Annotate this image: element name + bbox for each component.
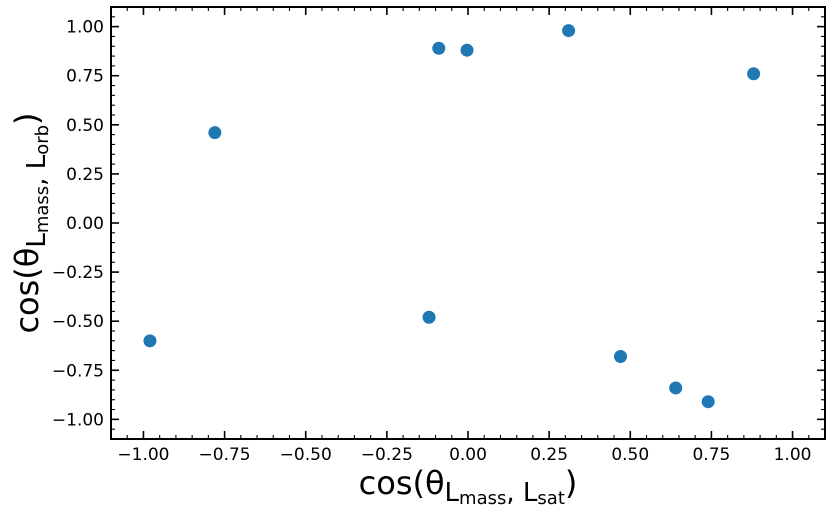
scatter-point <box>422 310 436 324</box>
x-tick-label: −1.00 <box>117 445 169 465</box>
y-tick-label: 1.00 <box>66 18 104 38</box>
y-tick-label: 0.25 <box>66 165 104 185</box>
x-tick-label: −0.50 <box>280 445 332 465</box>
y-tick-label: 0.75 <box>66 67 104 87</box>
scatter-point <box>669 381 683 395</box>
scatter-point <box>208 126 222 140</box>
scatter-point <box>460 43 474 57</box>
x-tick-label: 0.50 <box>611 445 649 465</box>
y-tick-label: −0.75 <box>52 361 104 381</box>
x-tick-labels: −1.00 −0.75 −0.50 −0.25 0.00 0.25 0.50 0.75 1.00 <box>117 445 811 465</box>
x-axis-label: cos(θLmass, Lsat) <box>359 464 578 509</box>
y-tick-label: 0.50 <box>66 116 104 136</box>
x-tick-label: 0.75 <box>692 445 730 465</box>
x-tick-label: 0.00 <box>449 445 487 465</box>
y-tick-label: 0.00 <box>66 214 104 234</box>
x-tick-label: −0.75 <box>199 445 251 465</box>
x-tick-label: −0.25 <box>361 445 413 465</box>
scatter-point <box>701 395 715 409</box>
scatter-point <box>143 334 157 348</box>
y-axis-label: cos(θLmass, Lorb) <box>8 112 53 333</box>
y-tick-label: −0.25 <box>52 263 104 283</box>
data-points <box>143 24 761 409</box>
x-tick-label: 0.25 <box>530 445 568 465</box>
y-tick-label: −1.00 <box>52 410 104 430</box>
y-tick-label: −0.50 <box>52 312 104 332</box>
scatter-point <box>747 67 761 81</box>
scatter-point <box>614 350 628 364</box>
y-tick-labels: −1.00 −0.75 −0.50 −0.25 0.00 0.25 0.50 0.75 1.00 <box>52 18 104 431</box>
scatter-point <box>432 41 446 55</box>
x-tick-label: 1.00 <box>774 445 812 465</box>
plot-area-frame <box>110 6 826 440</box>
scatter-point <box>562 24 576 38</box>
tick-marks <box>110 6 826 440</box>
